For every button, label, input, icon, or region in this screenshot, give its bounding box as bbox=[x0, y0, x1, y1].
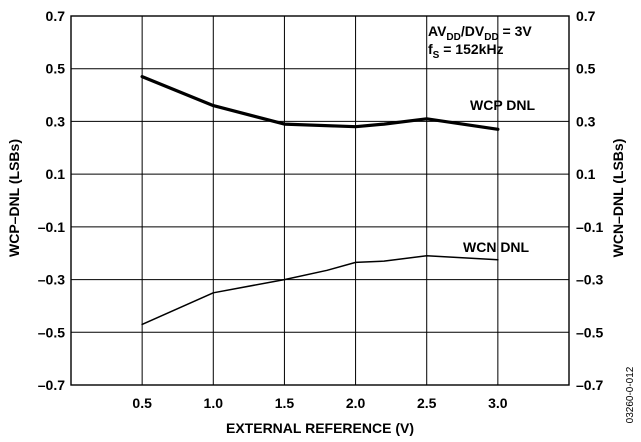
left-y-tick-labels: 0.7 0.5 0.3 0.1 –0.1 –0.3 –0.5 –0.7 bbox=[38, 8, 65, 393]
x-tick-labels: 0.5 1.0 1.5 2.0 2.5 3.0 bbox=[132, 395, 507, 411]
right-y-axis-label: WCN–DNL (LSBs) bbox=[610, 139, 626, 258]
x-tick-label: 3.0 bbox=[488, 395, 508, 411]
wcp-dnl-series-label: WCP DNL bbox=[470, 97, 536, 113]
grid-lines bbox=[71, 15, 569, 386]
wcp-dnl-line bbox=[140, 75, 500, 131]
x-tick-label: 1.5 bbox=[275, 395, 295, 411]
left-y-tick-label: –0.1 bbox=[38, 219, 65, 235]
left-y-tick-label: 0.5 bbox=[46, 61, 66, 77]
x-tick-label: 0.5 bbox=[132, 395, 152, 411]
left-y-tick-label: 0.3 bbox=[46, 113, 66, 129]
conditions-supply-annotation: AVDD/DVDD = 3V bbox=[428, 23, 532, 43]
x-tick-label: 2.0 bbox=[346, 395, 366, 411]
right-y-tick-label: 0.5 bbox=[576, 61, 596, 77]
x-tick-label: 1.0 bbox=[204, 395, 224, 411]
right-y-tick-label: 0.1 bbox=[576, 166, 596, 182]
plot-frame bbox=[70, 15, 570, 386]
left-y-axis-label: WCP–DNL (LSBs) bbox=[6, 139, 22, 257]
figure-code: 03260-0-012 bbox=[625, 366, 636, 423]
right-y-tick-labels: 0.7 0.5 0.3 0.1 –0.1 –0.3 –0.5 –0.7 bbox=[576, 8, 603, 393]
right-y-tick-label: –0.1 bbox=[576, 219, 603, 235]
right-y-tick-label: –0.3 bbox=[576, 272, 603, 288]
series-layer bbox=[140, 75, 500, 326]
left-y-tick-label: –0.3 bbox=[38, 272, 65, 288]
left-y-tick-label: 0.1 bbox=[46, 166, 66, 182]
conditions-sample-rate-annotation: fS = 152kHz bbox=[428, 41, 504, 61]
left-y-tick-label: –0.5 bbox=[38, 324, 65, 340]
right-y-tick-label: 0.7 bbox=[576, 8, 596, 24]
left-y-tick-label: 0.7 bbox=[46, 8, 66, 24]
x-tick-label: 2.5 bbox=[417, 395, 437, 411]
right-y-tick-label: –0.5 bbox=[576, 324, 603, 340]
right-y-tick-label: 0.3 bbox=[576, 113, 596, 129]
left-y-tick-label: –0.7 bbox=[38, 377, 65, 393]
right-y-tick-label: –0.7 bbox=[576, 377, 603, 393]
x-axis-label: EXTERNAL REFERENCE (V) bbox=[226, 420, 414, 436]
wcn-dnl-line bbox=[141, 255, 499, 326]
wcn-dnl-series-label: WCN DNL bbox=[463, 239, 530, 255]
